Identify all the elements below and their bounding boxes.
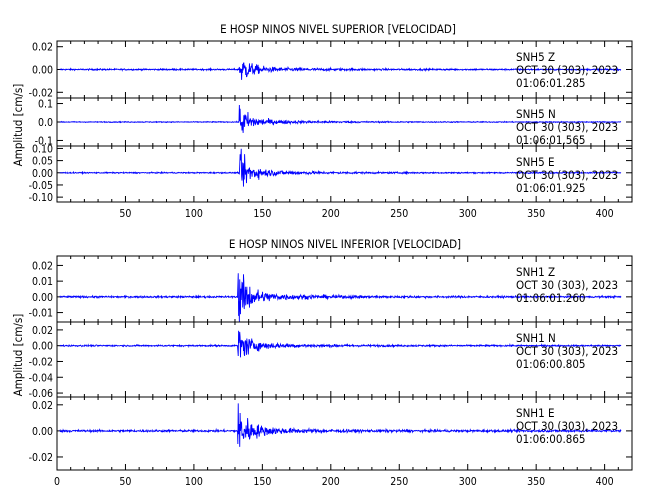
x-tick-label: 350 [527, 208, 545, 220]
y-tick-label: 0.1 [38, 99, 53, 111]
trace-start-time: 01:06:01.260 [516, 291, 586, 305]
y-tick-label: 0.00 [32, 426, 53, 438]
trace-start-time: 01:06:01.285 [516, 76, 586, 90]
y-tick-label: -0.01 [29, 308, 53, 320]
station-label: SNH5 Z [516, 50, 555, 64]
trace-start-time: 01:06:00.865 [516, 432, 586, 446]
y-tick-label: -0.06 [29, 388, 53, 400]
x-tick-label: 300 [459, 476, 477, 488]
x-tick-label: 50 [119, 208, 131, 220]
x-tick-label: 150 [253, 476, 271, 488]
y-axis-label-inferior: Amplitud [cm/s] [11, 314, 25, 397]
y-tick-label: -0.10 [29, 192, 53, 204]
waveform-snh1-z [59, 273, 622, 322]
waveform-snh5-n [59, 104, 622, 133]
y-tick-label: 0.01 [32, 276, 53, 288]
y-tick-label: 0.00 [32, 292, 53, 304]
x-tick-label: 400 [596, 208, 614, 220]
y-tick-label: -0.02 [29, 452, 53, 464]
x-tick-label: 350 [527, 476, 545, 488]
y-tick-label: 0.00 [32, 341, 53, 353]
y-axis-label-superior: Amplitud [cm/s] [11, 84, 25, 167]
x-tick-label: 100 [185, 208, 203, 220]
x-tick-label: 100 [185, 476, 203, 488]
trace-date: OCT 30 (303), 2023 [516, 278, 618, 292]
trace-start-time: 01:06:01.565 [516, 133, 586, 147]
station-label: SNH1 Z [516, 265, 555, 279]
y-tick-label: 0.10 [32, 143, 53, 155]
y-tick-label: 0.0 [38, 117, 53, 129]
trace-start-time: 01:06:01.925 [516, 181, 586, 195]
y-tick-label: -0.02 [29, 356, 53, 368]
y-tick-label: -0.04 [29, 372, 53, 384]
waveform-snh5-e [59, 148, 622, 187]
y-tick-label: -0.02 [29, 87, 53, 99]
station-label: SNH5 E [516, 155, 555, 169]
y-tick-label: 0.00 [32, 65, 53, 77]
y-tick-label: 0.05 [32, 156, 53, 168]
y-tick-label: 0.02 [32, 400, 53, 412]
station-label: SNH5 N [516, 107, 556, 121]
waveform-snh5-z [59, 62, 622, 80]
trace-date: OCT 30 (303), 2023 [516, 344, 618, 358]
y-tick-label: -0.1 [35, 135, 53, 147]
panel-title-inferior: E HOSP NINOS NIVEL INFERIOR [VELOCIDAD] [229, 237, 461, 251]
y-tick-label: 0.02 [32, 260, 53, 272]
station-label: SNH1 N [516, 331, 556, 345]
x-tick-label: 50 [119, 476, 131, 488]
waveform-snh1-n [59, 330, 622, 358]
y-tick-label: 0.02 [32, 42, 53, 54]
y-tick-label: -0.05 [29, 180, 53, 192]
y-tick-label: 0.02 [32, 325, 53, 337]
trace-start-time: 01:06:00.805 [516, 357, 586, 371]
x-tick-label: 400 [596, 476, 614, 488]
x-tick-label: 200 [322, 208, 340, 220]
x-tick-label: 0 [54, 476, 60, 488]
x-tick-label: 250 [390, 476, 408, 488]
trace-date: OCT 30 (303), 2023 [516, 419, 618, 433]
trace-date: OCT 30 (303), 2023 [516, 63, 618, 77]
y-tick-label: 0.00 [32, 168, 53, 180]
waveform-snh1-e [59, 403, 622, 447]
x-tick-label: 300 [459, 208, 477, 220]
station-label: SNH1 E [516, 406, 555, 420]
trace-date: OCT 30 (303), 2023 [516, 120, 618, 134]
panel-title-superior: E HOSP NINOS NIVEL SUPERIOR [VELOCIDAD] [220, 22, 456, 36]
x-tick-label: 250 [390, 208, 408, 220]
x-tick-label: 150 [253, 208, 271, 220]
x-tick-label: 200 [322, 476, 340, 488]
trace-date: OCT 30 (303), 2023 [516, 168, 618, 182]
